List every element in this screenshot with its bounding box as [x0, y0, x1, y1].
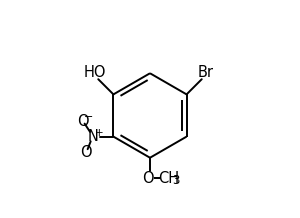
Text: +: + — [95, 128, 104, 138]
Text: O: O — [80, 145, 92, 160]
Text: O: O — [142, 171, 154, 186]
Text: N: N — [87, 129, 98, 144]
Text: HO: HO — [84, 65, 106, 80]
Text: 3: 3 — [172, 174, 180, 187]
Text: CH: CH — [158, 171, 179, 186]
Text: Br: Br — [197, 65, 213, 80]
Text: O: O — [76, 114, 88, 129]
Text: −: − — [84, 112, 93, 122]
